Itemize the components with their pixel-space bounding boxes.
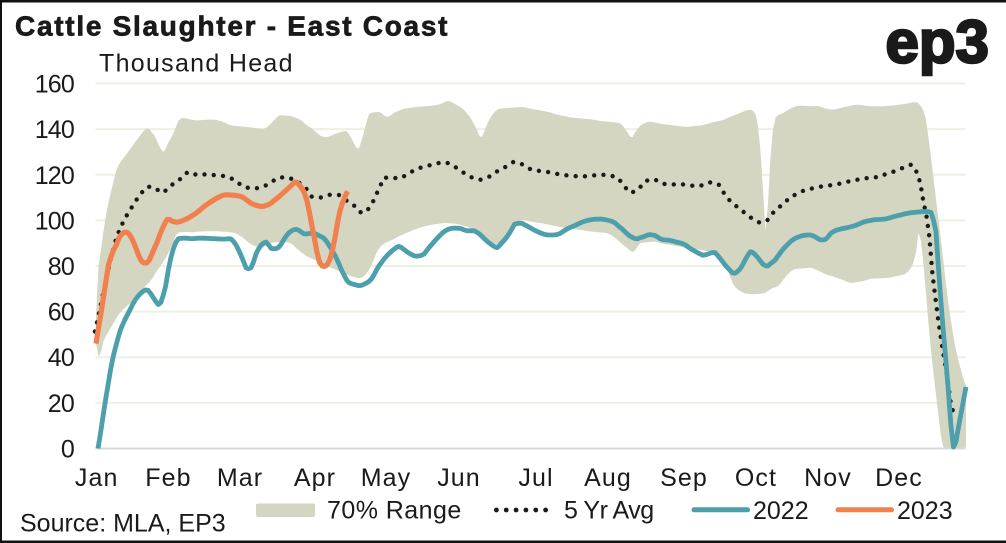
svg-text:Jun: Jun <box>437 464 481 492</box>
svg-text:160: 160 <box>35 71 74 99</box>
svg-text:40: 40 <box>48 344 74 372</box>
svg-text:Sep: Sep <box>660 464 708 492</box>
svg-text:Thousand Head: Thousand Head <box>99 50 294 78</box>
svg-text:Source: MLA, EP3: Source: MLA, EP3 <box>20 510 226 538</box>
svg-text:80: 80 <box>48 253 74 281</box>
svg-text:140: 140 <box>35 116 74 144</box>
svg-text:Jul: Jul <box>518 464 553 492</box>
svg-text:Jan: Jan <box>75 464 119 492</box>
svg-text:2022: 2022 <box>753 497 809 525</box>
svg-text:100: 100 <box>35 207 74 235</box>
svg-text:May: May <box>361 464 412 492</box>
svg-text:20: 20 <box>48 390 74 418</box>
svg-text:70% Range: 70% Range <box>327 497 462 525</box>
svg-text:60: 60 <box>48 299 74 327</box>
svg-text:Dec: Dec <box>875 464 923 492</box>
svg-text:Aug: Aug <box>584 464 632 492</box>
svg-text:2023: 2023 <box>897 497 953 525</box>
svg-text:Cattle Slaughter - East Coast: Cattle Slaughter - East Coast <box>15 11 449 42</box>
svg-text:Apr: Apr <box>294 464 336 492</box>
svg-text:0: 0 <box>61 436 74 464</box>
svg-text:Feb: Feb <box>145 464 191 492</box>
svg-text:5 Yr Avg: 5 Yr Avg <box>564 497 654 525</box>
svg-text:Oct: Oct <box>735 464 777 492</box>
svg-text:120: 120 <box>35 162 74 190</box>
svg-text:Nov: Nov <box>804 464 852 492</box>
svg-text:Mar: Mar <box>217 464 263 492</box>
svg-text:ep3: ep3 <box>886 9 989 76</box>
